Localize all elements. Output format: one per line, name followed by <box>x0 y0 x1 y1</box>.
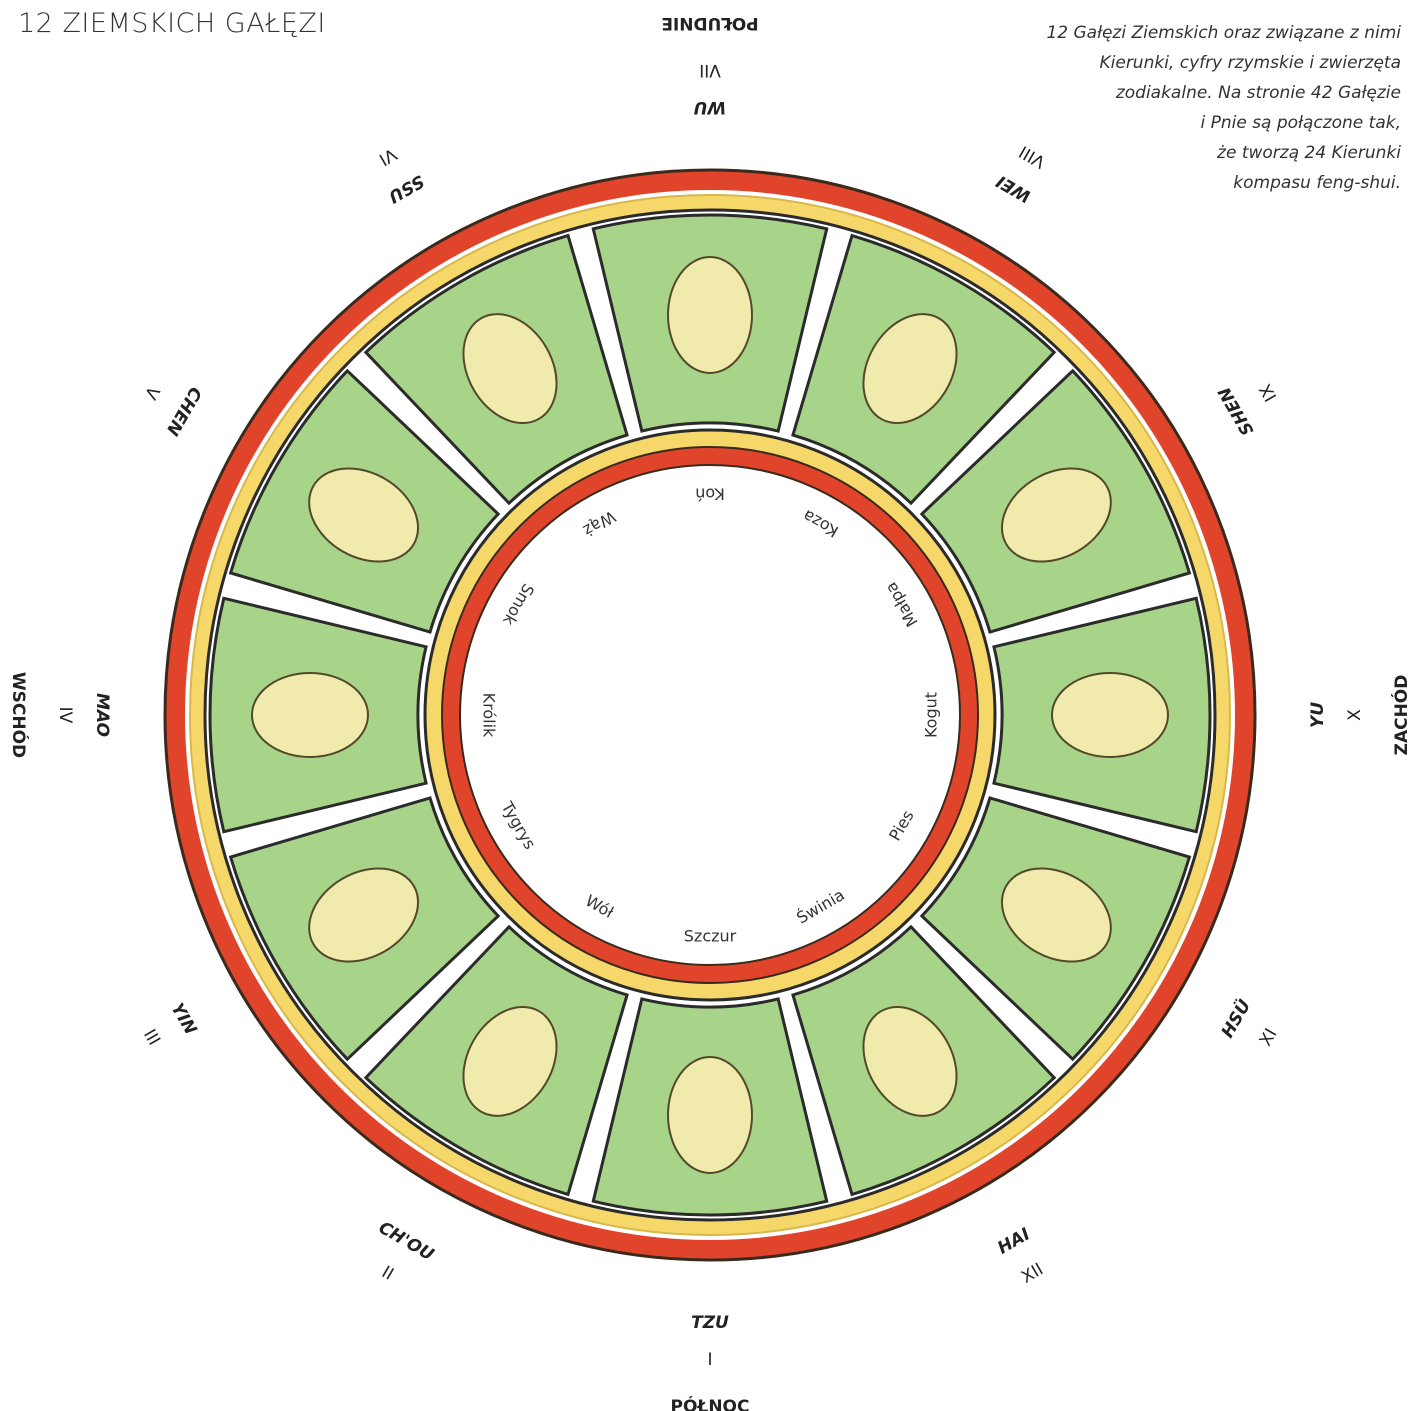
branch-name: YIN <box>167 1000 201 1038</box>
direction: ZACHÓD <box>1390 675 1412 756</box>
animal-figure <box>668 257 752 373</box>
animal-figure <box>252 673 368 757</box>
branch-name: CH'OU <box>375 1218 437 1266</box>
branch-numeral: III <box>139 1026 164 1049</box>
center <box>460 465 960 965</box>
branch-numeral: VIII <box>1016 141 1049 172</box>
branch-numeral: II <box>378 1262 397 1284</box>
direction: PÓŁNOC <box>671 1395 750 1411</box>
wheel: ITZUSzczurIICH'OUWółIIIYINTygrysIVMAOKró… <box>0 0 1417 1411</box>
branch-name: HAI <box>994 1224 1033 1258</box>
branch-name: SHEN <box>1215 383 1258 438</box>
animal-name: Koń <box>695 485 725 504</box>
branch-numeral: I <box>707 1350 712 1370</box>
branch-numeral: V <box>140 382 163 402</box>
animal-figure <box>668 1057 752 1173</box>
branch-name: SSU <box>385 170 428 206</box>
branch-numeral: XI <box>1256 1025 1282 1049</box>
branch-name: CHEN <box>162 383 206 439</box>
branch-name: WEI <box>993 171 1035 207</box>
branch-numeral: XII <box>1018 1260 1047 1288</box>
branch-numeral: X <box>1345 709 1365 721</box>
branch-numeral: VII <box>699 60 721 80</box>
branch-numeral: IX <box>1256 380 1282 405</box>
branch-numeral: VI <box>375 144 399 170</box>
animal-name: Królik <box>480 693 499 738</box>
page: 12 ZIEMSKICH GAŁĘZI 12 Gałęzi Ziemskich … <box>0 0 1417 1411</box>
animal-name: Kogut <box>922 692 941 738</box>
branch-name: YU <box>1308 702 1328 728</box>
branch-name: WU <box>694 97 727 117</box>
animal-figure <box>1052 673 1168 757</box>
branch-name: MAO <box>92 693 112 737</box>
animal-name: Szczur <box>684 927 737 946</box>
branch-name: TZU <box>691 1313 729 1333</box>
branch-name: HSÜ <box>1216 995 1255 1041</box>
direction: POŁUDNIE <box>661 13 758 33</box>
branch-numeral: IV <box>55 707 75 724</box>
direction: WSCHÓD <box>8 672 30 758</box>
